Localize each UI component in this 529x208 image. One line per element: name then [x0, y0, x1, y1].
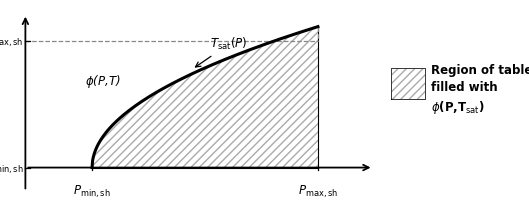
Text: $T_{\mathrm{sat}}(P)$: $T_{\mathrm{sat}}(P)$ — [196, 36, 248, 67]
Text: Region of table
filled with
$\phi$(P,T$_{\mathrm{sat}}$): Region of table filled with $\phi$(P,T$_… — [431, 64, 529, 116]
Bar — [391, 68, 424, 99]
Text: $T_{\mathrm{max,sh}}$: $T_{\mathrm{max,sh}}$ — [0, 33, 24, 50]
Text: $T_{\mathrm{min,sh}}$: $T_{\mathrm{min,sh}}$ — [0, 159, 24, 176]
Text: $\phi$(P,T): $\phi$(P,T) — [85, 73, 121, 90]
Text: $P_{\mathrm{max,sh}}$: $P_{\mathrm{max,sh}}$ — [298, 184, 338, 201]
Text: $P_{\mathrm{min,sh}}$: $P_{\mathrm{min,sh}}$ — [73, 184, 111, 201]
